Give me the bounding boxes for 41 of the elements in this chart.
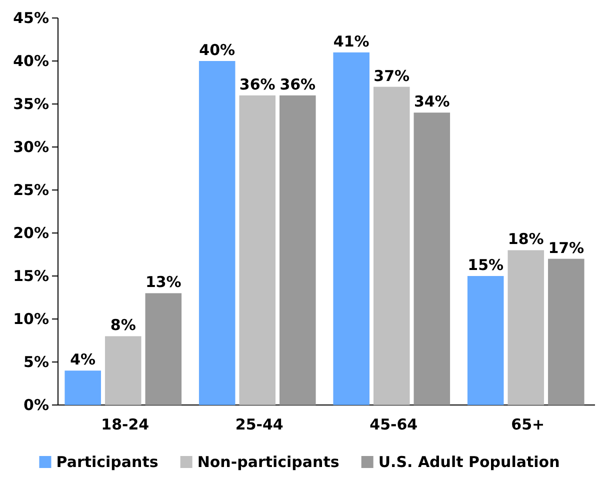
x-tick-label: 65+ (511, 416, 545, 434)
bar (145, 293, 182, 405)
data-label: 36% (280, 75, 316, 94)
data-label: 18% (508, 230, 544, 248)
y-tick-label: 25% (13, 180, 49, 199)
data-label: 15% (468, 256, 504, 274)
bar (239, 95, 276, 405)
data-label: 36% (239, 75, 276, 94)
y-tick-label: 40% (13, 52, 49, 70)
x-tick-label: 45-64 (370, 416, 418, 434)
data-label: 17% (548, 238, 584, 257)
y-tick-label: 15% (13, 266, 49, 285)
bar (548, 258, 584, 405)
y-tick-label: 30% (13, 138, 49, 156)
bar (64, 370, 101, 405)
bar (467, 276, 504, 405)
data-label: 34% (414, 92, 450, 111)
y-tick-label: 10% (13, 310, 49, 328)
bar (333, 52, 370, 405)
bar (104, 336, 142, 405)
data-label: 41% (333, 32, 370, 50)
data-label: 4% (70, 350, 96, 369)
data-label: 8% (110, 316, 136, 334)
y-tick-label: 35% (13, 94, 49, 113)
x-tick-label: 25-44 (235, 416, 284, 434)
y-tick-label: 0% (24, 396, 49, 414)
data-label: 13% (145, 273, 182, 292)
legend-label: Non-participants (197, 453, 340, 471)
y-tick-label: 5% (24, 352, 49, 371)
bar (280, 95, 316, 405)
legend-label: U.S. Adult Population (378, 453, 560, 471)
y-tick-label: 20% (13, 224, 49, 242)
bar (508, 250, 544, 405)
data-label: 37% (374, 66, 410, 85)
bar (373, 86, 410, 405)
bar (198, 61, 236, 405)
data-label: 40% (199, 41, 236, 59)
legend-label: Participants (56, 453, 158, 471)
y-tick-label: 45% (13, 8, 49, 27)
bar (414, 112, 450, 405)
x-tick-label: 18-24 (101, 416, 150, 434)
